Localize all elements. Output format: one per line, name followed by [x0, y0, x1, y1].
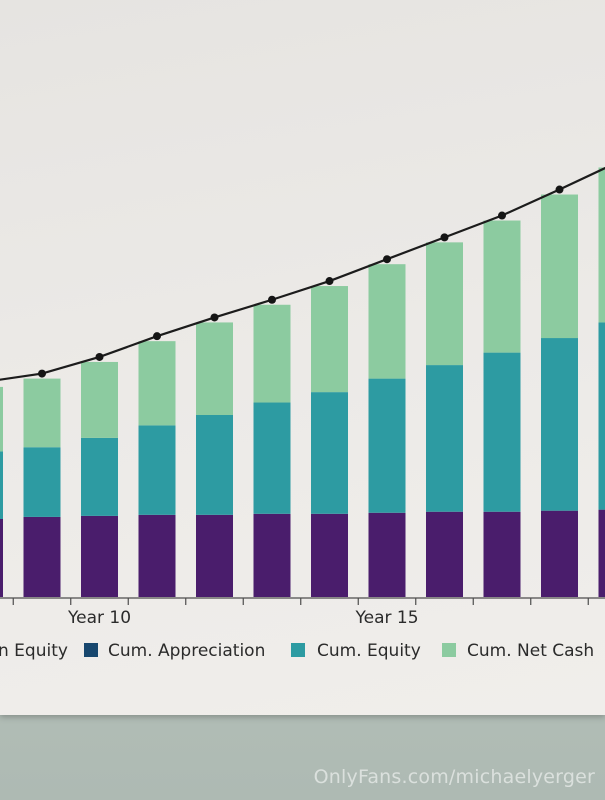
- total-line-point: [555, 185, 564, 194]
- bar-segment-cum-net-cash-year-17: [483, 220, 521, 353]
- bar-segment-down-payment-equity-year-13: [253, 513, 291, 597]
- legend-label: Cum. Equity: [317, 641, 421, 661]
- bar-segment-cum-net-cash-year-18: [541, 194, 578, 339]
- legend-label: n Equity: [0, 641, 68, 661]
- bar-segment-cum-net-cash-year-9: [23, 378, 61, 448]
- bar-segment-cum-equity-year-14: [311, 392, 348, 514]
- bar-segment-cum-equity-year-12: [196, 415, 233, 515]
- bar-segment-down-payment-equity-year-18: [541, 510, 578, 597]
- x-tick-labels: Year 10 Year 15: [67, 608, 419, 628]
- bar-segment-cum-net-cash-year-13: [253, 304, 291, 403]
- bar-segment-cum-equity-year-11: [138, 425, 176, 515]
- total-line-point: [210, 313, 219, 322]
- legend-swatch: [291, 643, 305, 657]
- legend-label: Cum. Appreciation: [108, 641, 265, 661]
- total-line-layer: [0, 166, 605, 381]
- bar-segment-cum-equity-year-18: [541, 338, 578, 511]
- bar-segment-cum-equity-year-10: [81, 437, 118, 516]
- bar-segment-cum-equity-year-19: [598, 322, 605, 510]
- bar-segment-cum-net-cash-year-11: [138, 341, 176, 426]
- bar-segment-cum-equity-year-9: [23, 447, 61, 517]
- legend-swatch: [442, 643, 456, 657]
- bar-segment-down-payment-equity-year-11: [138, 514, 176, 597]
- bar-segment-cum-net-cash-year-10: [81, 361, 118, 438]
- bar-segment-down-payment-equity-year-17: [483, 511, 521, 597]
- bar-segment-cum-net-cash-year-19: [598, 167, 605, 323]
- bar-segment-cum-equity-year-15: [368, 378, 406, 513]
- bar-segment-cum-equity-year-17: [483, 352, 521, 512]
- x-axis: [0, 597, 605, 605]
- x-tick-label: Year 10: [67, 608, 131, 628]
- bar-segment-cum-net-cash-year-14: [311, 286, 348, 393]
- total-line-point: [383, 255, 391, 264]
- x-tick-label: Year 15: [354, 608, 418, 628]
- total-line-point: [325, 277, 334, 286]
- total-line-point: [95, 352, 104, 361]
- total-line-point: [440, 233, 449, 242]
- bar-segment-cum-equity-year-8: [0, 451, 3, 519]
- total-line-point: [498, 211, 506, 220]
- watermark-text: OnlyFans.com/michaelyerger: [313, 766, 595, 788]
- total-line-point: [268, 295, 276, 304]
- bar-segment-cum-net-cash-year-16: [426, 242, 463, 366]
- bar-segment-down-payment-equity-year-12: [196, 514, 233, 597]
- bar-segment-cum-net-cash-year-12: [196, 322, 233, 415]
- bar-segment-cum-net-cash-year-15: [368, 264, 406, 379]
- bar-segment-cum-net-cash-year-8: [0, 386, 3, 452]
- total-line-point: [38, 369, 46, 378]
- bar-segment-down-payment-equity-year-8: [0, 519, 3, 597]
- bar-segment-down-payment-equity-year-15: [368, 512, 406, 597]
- bar-segment-cum-equity-year-16: [426, 365, 463, 512]
- bar-segment-down-payment-equity-year-16: [426, 511, 463, 597]
- legend-swatch: [84, 643, 98, 657]
- bar-segment-down-payment-equity-year-9: [23, 516, 61, 597]
- legend: n Equity Cum. Appreciation Cum. Equity Cum.…: [0, 641, 594, 661]
- bars-layer: [0, 167, 605, 597]
- total-line-point: [153, 332, 161, 341]
- legend-label: Cum. Net Cash: [467, 641, 594, 661]
- bar-segment-down-payment-equity-year-10: [81, 515, 118, 597]
- bar-segment-down-payment-equity-year-14: [311, 513, 348, 597]
- bar-segment-cum-equity-year-13: [253, 402, 291, 514]
- bar-segment-down-payment-equity-year-19: [598, 509, 605, 597]
